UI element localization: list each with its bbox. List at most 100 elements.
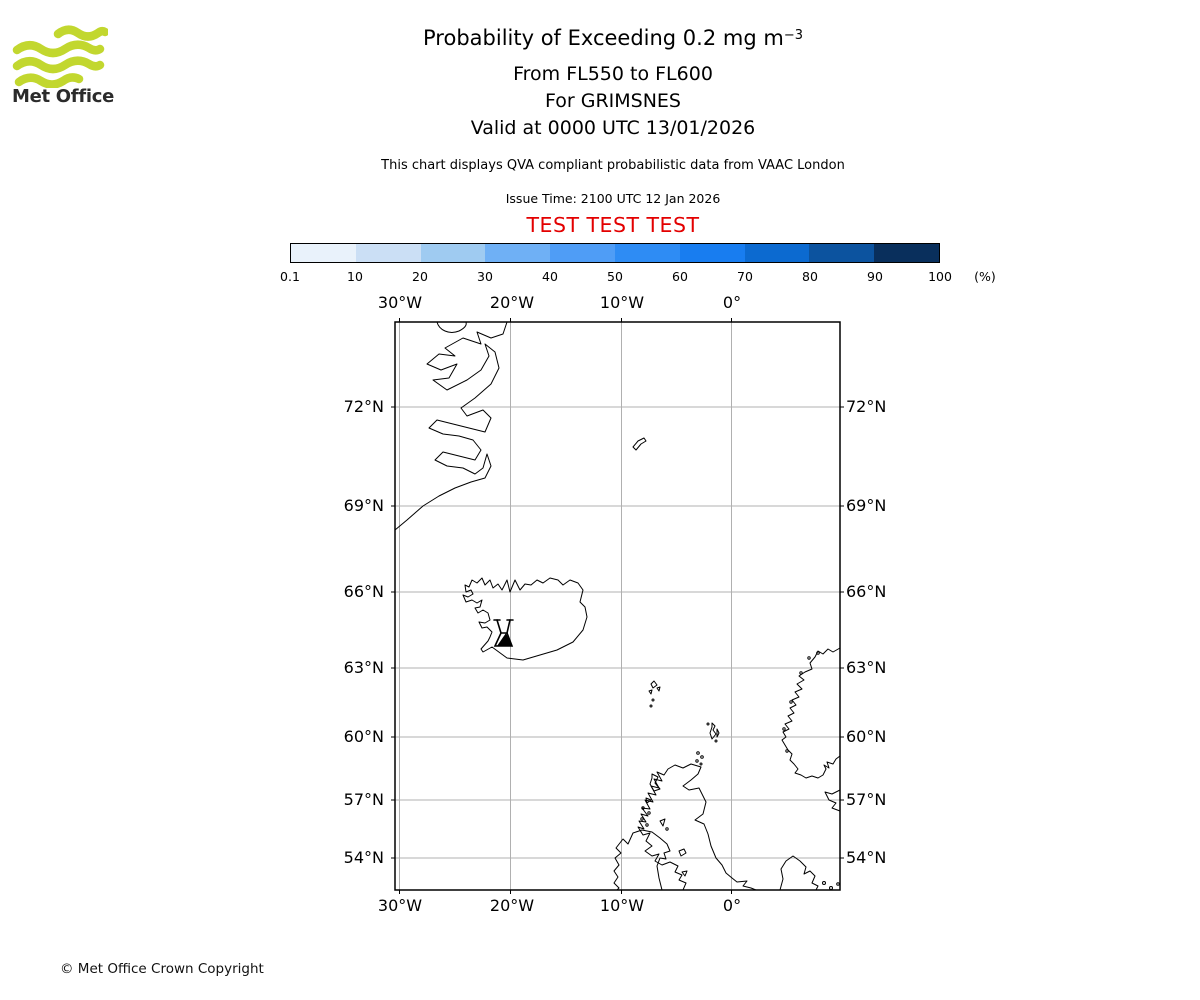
coastline-islay — [659, 818, 666, 827]
coastline-orkney — [700, 755, 704, 759]
colorbar-segment — [420, 244, 486, 262]
probability-colorbar — [290, 243, 940, 263]
colorbar-tick-label: 20 — [412, 269, 428, 284]
coastline-greenland — [394, 321, 508, 531]
coastline-shetland — [709, 722, 717, 740]
coastline-denmark-isles — [836, 882, 840, 886]
coastline-shetland — [714, 739, 718, 743]
coastline-anglesey — [681, 870, 688, 877]
colorbar-segment — [550, 244, 615, 262]
lat-label-right: 72°N — [846, 397, 887, 416]
colorbar-tick-label: 10 — [347, 269, 363, 284]
coastline-orkney — [699, 762, 703, 766]
coastline-orkney — [696, 751, 700, 755]
subtitle-flight-levels: From FL550 to FL600 — [513, 63, 713, 85]
lat-label-left: 72°N — [343, 397, 384, 416]
colorbar-tick-label: 60 — [672, 269, 688, 284]
lon-label-bottom: 10°W — [599, 896, 645, 915]
colorbar-segment — [355, 244, 421, 262]
colorbar-tick-label: 50 — [607, 269, 623, 284]
coastline-norway — [781, 647, 841, 779]
coastline-islay — [665, 827, 669, 831]
lat-label-right: 54°N — [846, 848, 887, 867]
lat-label-right: 69°N — [846, 496, 887, 515]
map-frame — [394, 321, 841, 891]
coastline-skagerrak — [824, 789, 841, 812]
colorbar-segment — [485, 244, 551, 262]
coastline-denmark-isles — [822, 881, 826, 885]
logo-wordmark: Met Office — [12, 86, 115, 107]
coastline-denmark — [779, 855, 819, 891]
lat-label-right: 57°N — [846, 790, 887, 809]
coastline-faroes — [650, 680, 658, 689]
colorbar-segment — [679, 244, 745, 262]
map-axis-ticks — [391, 318, 844, 894]
subtitle-valid-time: Valid at 0000 UTC 13/01/2026 — [470, 117, 756, 139]
lon-label-bottom: 20°W — [489, 896, 535, 915]
coastline-shetland — [706, 722, 710, 726]
logo-waves-icon — [12, 25, 108, 88]
colorbar-segment — [809, 244, 875, 262]
colorbar-tick-label: 80 — [802, 269, 818, 284]
lon-label-bottom: 0° — [722, 896, 742, 915]
lon-label-top: 30°W — [377, 293, 423, 312]
lat-label-left: 57°N — [343, 790, 384, 809]
coastline-hebrides — [645, 823, 649, 827]
coastline-denmark-isles — [829, 886, 833, 890]
colorbar-tick-label: 40 — [542, 269, 558, 284]
coastline-isle-of-man — [678, 848, 687, 857]
lat-label-right: 66°N — [846, 582, 887, 601]
coastlines — [394, 321, 841, 891]
colorbar-segment — [291, 244, 356, 262]
chart-title-superscript: −3 — [783, 28, 803, 43]
copyright-notice: © Met Office Crown Copyright — [60, 961, 264, 977]
coastline-faroes — [656, 686, 661, 692]
chart-title-main: Probability of Exceeding 0.2 mg m — [423, 26, 784, 50]
coastline-shetland — [716, 728, 720, 738]
coastline-hebrides — [647, 811, 651, 815]
colorbar-segment — [874, 244, 939, 262]
lat-label-left: 54°N — [343, 848, 384, 867]
lon-label-top: 0° — [722, 293, 742, 312]
coastline-iceland — [462, 577, 588, 661]
colorbar-tick-label: 100 — [928, 269, 952, 284]
coastline-faroes — [651, 698, 655, 702]
lat-label-left: 63°N — [343, 658, 384, 677]
coastline-hebrides — [640, 817, 644, 821]
colorbar-segment — [744, 244, 810, 262]
coastline-norway-isles — [789, 700, 793, 704]
colorbar-segment — [614, 244, 680, 262]
coastline-jan-mayen — [632, 437, 647, 451]
coastline-hebrides — [649, 773, 661, 792]
colorbar-tick-label: 70 — [737, 269, 753, 284]
coastline-great-britain — [637, 763, 757, 891]
volcano-marker-icon — [493, 619, 514, 647]
map-gridlines — [395, 322, 840, 890]
chart-title: Probability of Exceeding 0.2 mg m−3 — [423, 26, 803, 50]
coastline-norway-isles — [807, 656, 811, 660]
issue-time: Issue Time: 2100 UTC 12 Jan 2026 — [505, 191, 721, 206]
colorbar-tick-label: 0.1 — [280, 269, 300, 284]
lon-label-bottom: 30°W — [377, 896, 423, 915]
lon-label-top: 10°W — [599, 293, 645, 312]
coastline-norway-isles — [816, 651, 820, 655]
lat-label-right: 60°N — [846, 727, 887, 746]
qva-compliance-note: This chart displays QVA compliant probab… — [381, 158, 845, 173]
coastline-norway-isles — [782, 727, 786, 731]
colorbar-tick-label: 90 — [867, 269, 883, 284]
coastline-ireland — [613, 829, 671, 891]
map-canvas — [391, 318, 844, 894]
lat-label-left: 60°N — [343, 727, 384, 746]
test-banner: TEST TEST TEST — [526, 213, 700, 237]
coastline-greenland — [436, 321, 467, 333]
coastline-norway-isles — [785, 749, 789, 753]
lat-label-right: 63°N — [846, 658, 887, 677]
lat-label-left: 66°N — [343, 582, 384, 601]
lat-label-left: 69°N — [343, 496, 384, 515]
coastline-norway-isles — [799, 671, 803, 675]
lon-label-top: 20°W — [489, 293, 535, 312]
subtitle-volcano: For GRIMSNES — [545, 90, 681, 112]
met-office-logo: Met Office — [12, 20, 122, 120]
colorbar-unit-label: (%) — [974, 269, 996, 284]
